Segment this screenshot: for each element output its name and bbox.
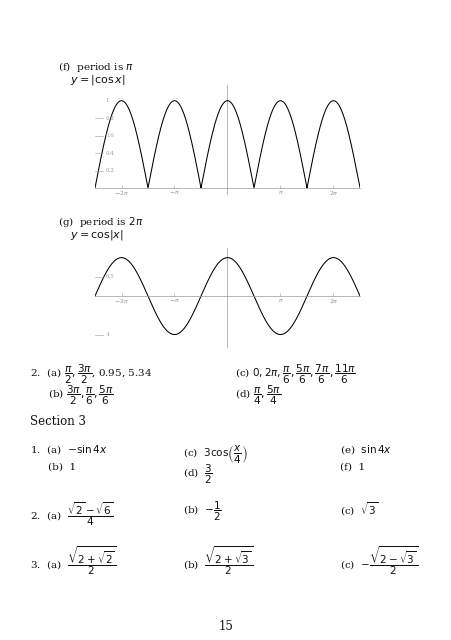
Text: (g)  period is $2\pi$: (g) period is $2\pi$ [58,215,143,229]
Text: 1: 1 [106,98,109,103]
Text: 2.  (a) $\dfrac{\pi}{2}, \dfrac{3\pi}{2}$, 0.95, 5.34: 2. (a) $\dfrac{\pi}{2}, \dfrac{3\pi}{2}$… [30,363,152,387]
Text: Section 3: Section 3 [30,415,86,428]
Text: (f)  period is $\pi$: (f) period is $\pi$ [58,60,134,74]
Text: $y = \cos|x|$: $y = \cos|x|$ [70,228,124,242]
Text: 0.2: 0.2 [106,168,114,173]
Text: (e)  $\sin 4x$: (e) $\sin 4x$ [339,443,391,456]
Text: 15: 15 [218,620,233,633]
Text: 1.  (a)  $-\sin 4x$: 1. (a) $-\sin 4x$ [30,443,107,456]
Text: (b)  $-\dfrac{1}{2}$: (b) $-\dfrac{1}{2}$ [183,500,221,524]
Text: (c)  $\sqrt{3}$: (c) $\sqrt{3}$ [339,500,377,518]
Text: 0.4: 0.4 [106,150,114,156]
Text: 0.6: 0.6 [106,133,114,138]
Text: (b)  $\dfrac{\sqrt{2+\sqrt{3}}}{2}$: (b) $\dfrac{\sqrt{2+\sqrt{3}}}{2}$ [183,544,253,577]
Text: (c)  $3\cos\!\left(\dfrac{x}{4}\right)$: (c) $3\cos\!\left(\dfrac{x}{4}\right)$ [183,443,247,465]
Text: -1: -1 [106,332,111,337]
Text: (c) $0, 2\pi, \dfrac{\pi}{6}, \dfrac{5\pi}{6}, \dfrac{7\pi}{6}, \dfrac{11\pi}{6}: (c) $0, 2\pi, \dfrac{\pi}{6}, \dfrac{5\p… [235,363,355,387]
Text: (f)  1: (f) 1 [339,463,364,472]
Text: $y = |\cos x|$: $y = |\cos x|$ [70,73,125,87]
Text: (d)  $\dfrac{3}{2}$: (d) $\dfrac{3}{2}$ [183,463,212,486]
Text: 3.  (a)  $\dfrac{\sqrt{2+\sqrt{2}}}{2}$: 3. (a) $\dfrac{\sqrt{2+\sqrt{2}}}{2}$ [30,544,116,577]
Text: (b) $\dfrac{3\pi}{2}, \dfrac{\pi}{6}, \dfrac{5\pi}{6}$: (b) $\dfrac{3\pi}{2}, \dfrac{\pi}{6}, \d… [48,384,114,407]
Text: 2.  (a)  $\dfrac{\sqrt{2}-\sqrt{6}}{4}$: 2. (a) $\dfrac{\sqrt{2}-\sqrt{6}}{4}$ [30,500,113,528]
Text: 0.8: 0.8 [106,116,114,121]
Text: (d) $\dfrac{\pi}{4}, \dfrac{5\pi}{4}$: (d) $\dfrac{\pi}{4}, \dfrac{5\pi}{4}$ [235,384,281,407]
Text: 0.5: 0.5 [106,275,114,279]
Text: (c)  $-\dfrac{\sqrt{2-\sqrt{3}}}{2}$: (c) $-\dfrac{\sqrt{2-\sqrt{3}}}{2}$ [339,544,417,577]
Text: (b)  1: (b) 1 [48,463,76,472]
